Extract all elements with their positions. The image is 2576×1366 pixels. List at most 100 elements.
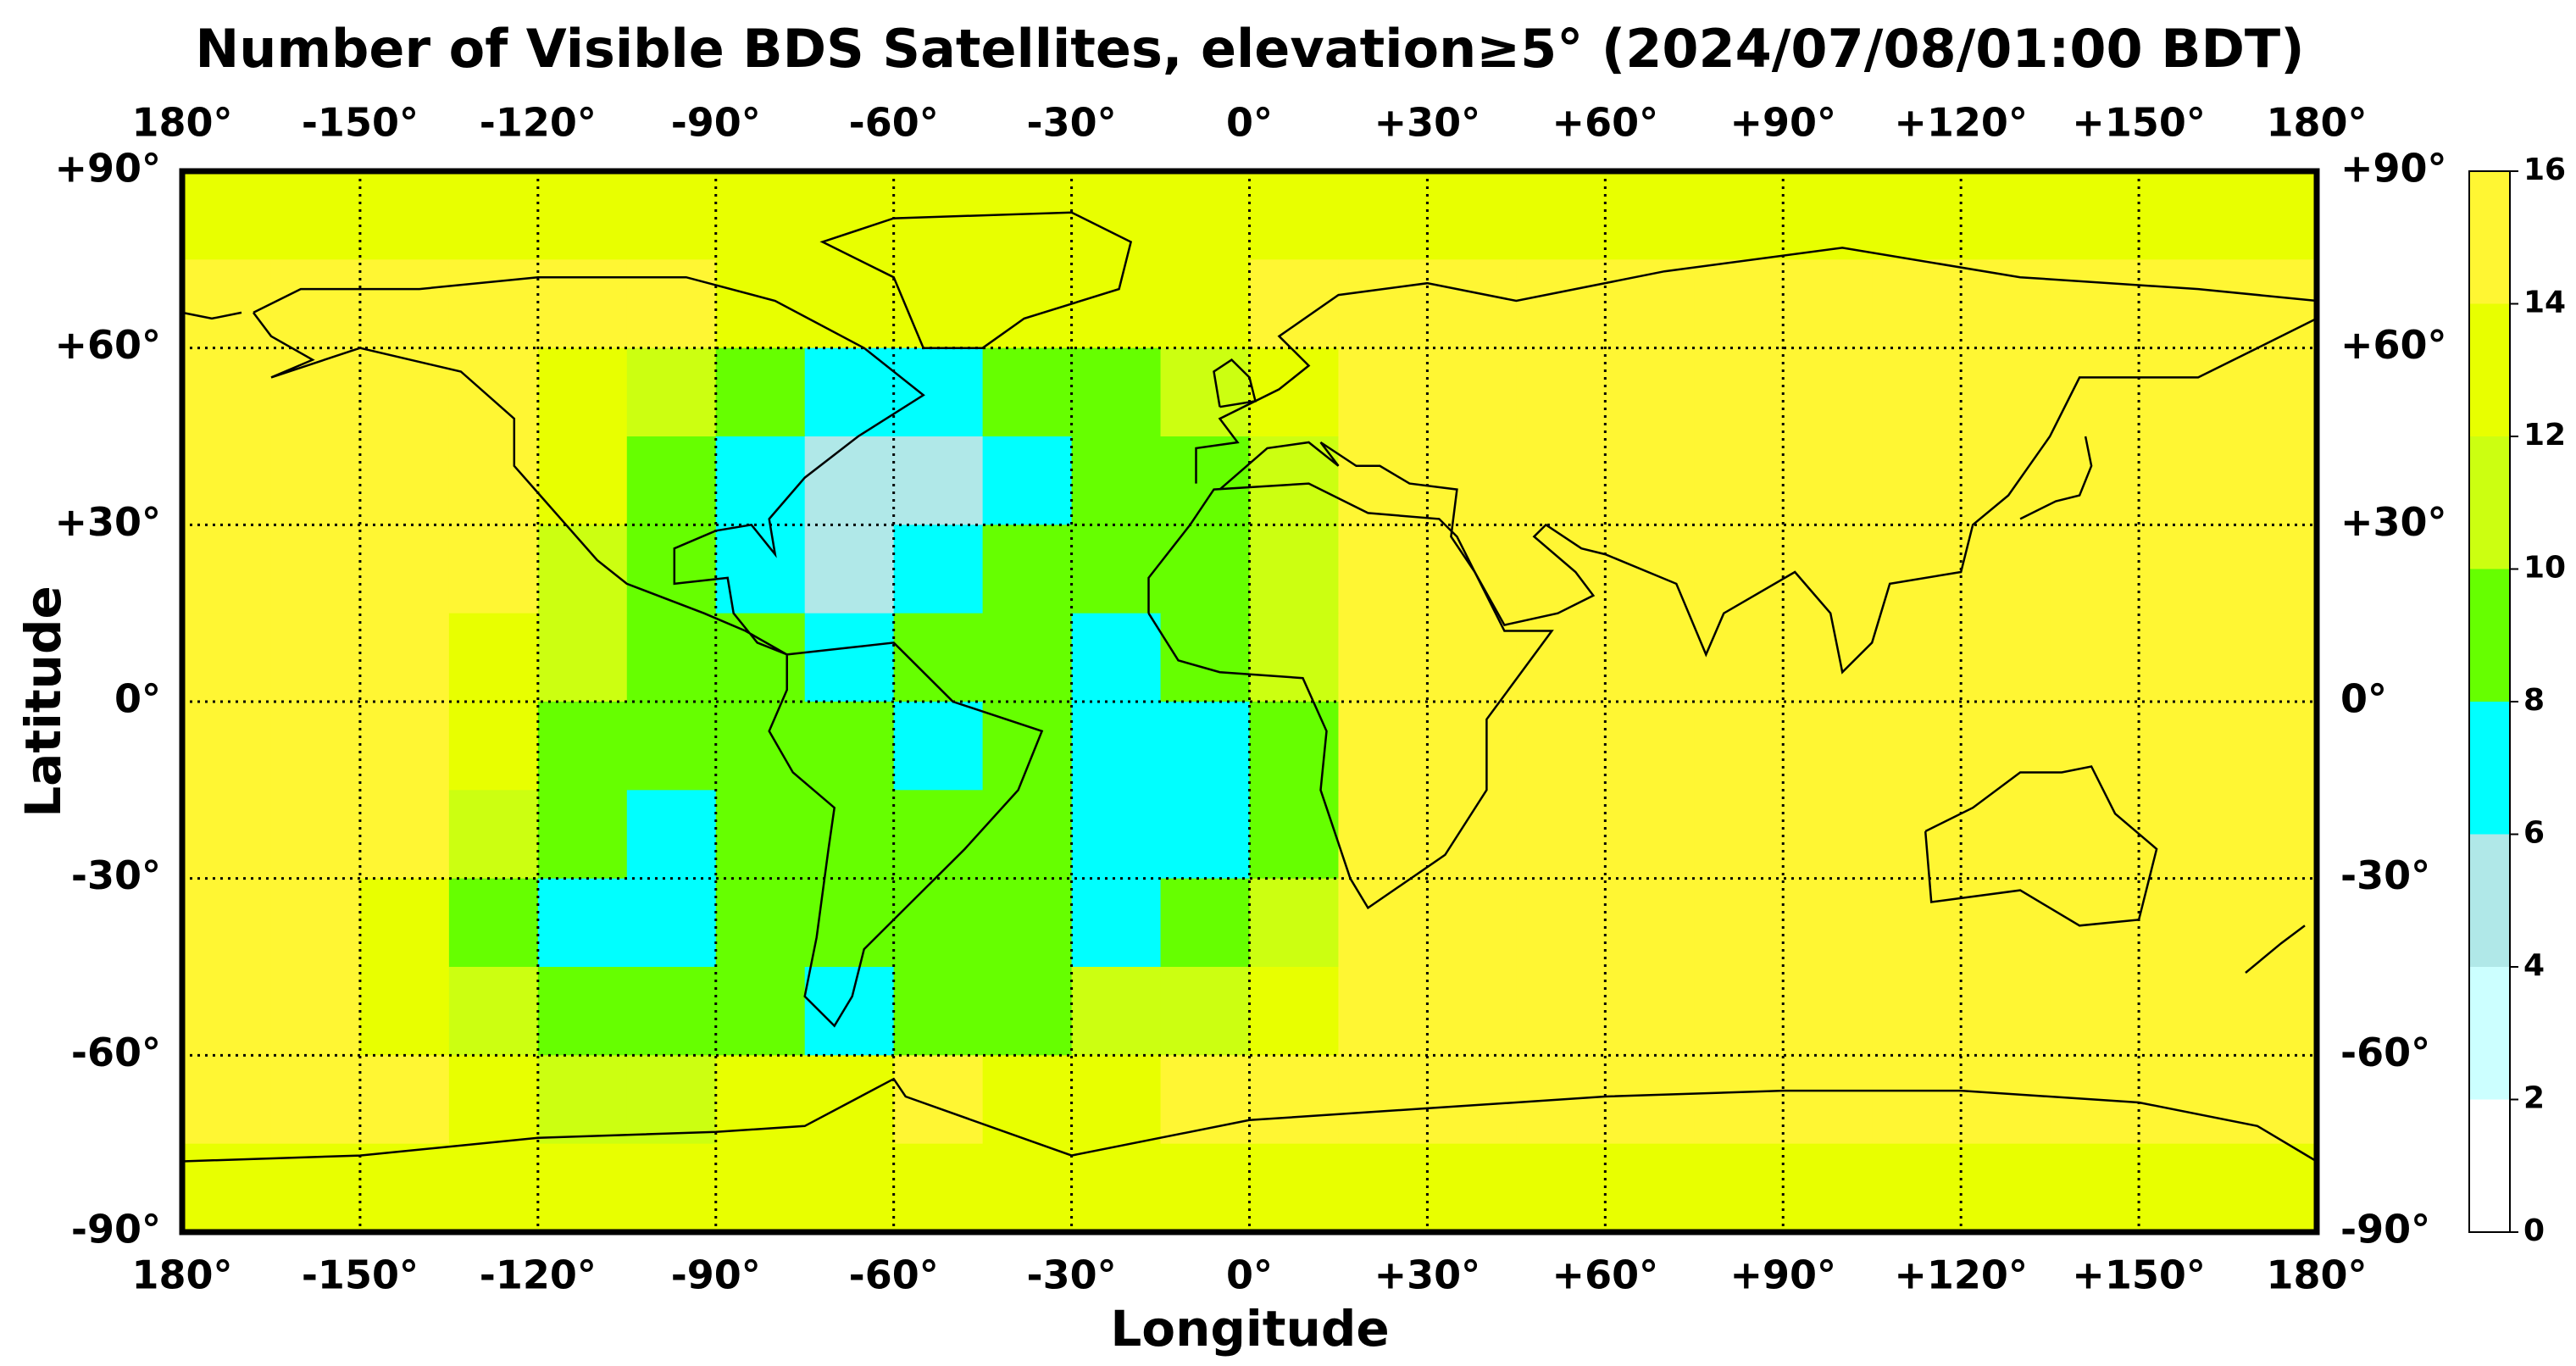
heat-cell [1338,878,1429,968]
coastline [1924,765,2158,927]
heat-cell [1783,878,1873,968]
heat-cell [1694,436,1784,525]
heat-cell [1516,259,1606,349]
heat-cell [448,702,539,791]
heat-cell [270,967,361,1056]
heat-cell [1961,790,2051,880]
heat-cell [715,878,806,968]
heat-cell [1160,790,1251,880]
plot-frame [179,168,2320,1236]
heat-cell [1338,525,1429,614]
heat-cell [982,967,1073,1056]
heat-cell [893,790,984,880]
heat-cell [359,1143,450,1233]
heat-cell [1249,790,1340,880]
heat-cell [182,790,272,880]
heat-cell [448,171,539,260]
heat-cell [2228,259,2318,349]
heat-cell [1427,702,1517,791]
heat-cell [1071,702,1162,791]
heat-cell [1338,259,1429,349]
heat-cell [537,525,628,614]
coastline [181,1077,2318,1163]
heat-cell [715,967,806,1056]
heat-cell [804,613,895,702]
y-tick-label-right: +60° [2340,322,2447,368]
coastline [1219,317,2318,675]
heat-cell [537,347,628,437]
x-tick-label-top: +90° [1729,100,1836,146]
heat-cell [182,1055,272,1145]
y-tick-label: 0° [114,676,161,722]
heat-cell [1338,702,1429,791]
heat-cell [2228,967,2318,1056]
heat-cell [982,436,1073,525]
colorbar-tick-label: 10 [2523,551,2566,586]
heat-cell [537,1055,628,1145]
heat-cell [182,347,272,437]
heat-cell [715,1143,806,1233]
colorbar-segment [2469,569,2510,702]
heat-cell [2139,347,2229,437]
heat-cell [1160,436,1251,525]
heat-cell [626,613,717,702]
heat-cell [2228,436,2318,525]
heat-cell [1516,790,1606,880]
heat-cell [359,1055,450,1145]
heat-cell [1605,347,1695,437]
heat-cell [1516,1143,1606,1233]
heat-cell [1694,171,1784,260]
colorbar: 0 2 4 6 8 10 12 14 16 [2468,153,2566,1248]
heat-cell [537,613,628,702]
heat-cell [2139,525,2229,614]
heat-cell [1427,790,1517,880]
heat-cell [804,1055,895,1145]
coastline [2245,925,2306,974]
colorbar-tick-label: 2 [2523,1081,2545,1116]
heat-cell [1249,613,1340,702]
coastline [768,641,1044,1028]
heat-cell [1605,790,1695,880]
heat-cell [2139,613,2229,702]
x-tick-label: +60° [1552,1252,1659,1298]
heat-cell [1427,1143,1517,1233]
colorbar-segment [2469,702,2510,835]
x-tick-label: +120° [1894,1252,2028,1298]
heat-cell [448,525,539,614]
heat-cell [2228,1143,2318,1233]
x-tick-label-top: +120° [1894,100,2028,146]
heat-cell [715,525,806,614]
heat-cell [359,259,450,349]
colorbar-segment [2469,967,2510,1100]
heat-cell [359,436,450,525]
heat-cell [893,702,984,791]
heat-cell [1071,525,1162,614]
colorbar-tick-label: 6 [2523,816,2545,851]
heat-cell [1783,790,1873,880]
heat-cell [448,967,539,1056]
heatmap [182,171,2318,1233]
heat-cell [1160,171,1251,260]
heat-cell [1872,702,1962,791]
heat-cell [1427,347,1517,437]
heat-cell [893,525,984,614]
y-axis-label: Latitude [14,586,72,818]
heat-cell [2228,525,2318,614]
x-tick-label-top: 180° [2266,100,2367,146]
heat-cell [1249,347,1340,437]
heat-cell [1872,436,1962,525]
heat-cell [1427,171,1517,260]
heat-cell [1516,967,1606,1056]
heat-cell [804,702,895,791]
heat-cell [982,1055,1073,1145]
heat-cell [1783,613,1873,702]
y-tick-label: -30° [71,852,161,898]
heat-cell [626,1055,717,1145]
heat-cell [626,171,717,260]
coastline [1195,247,2318,484]
heat-cell [626,1143,717,1233]
x-tick-label-top: -120° [480,100,597,146]
heat-cell [1605,702,1695,791]
heat-cell [715,790,806,880]
heat-cell [2139,436,2229,525]
